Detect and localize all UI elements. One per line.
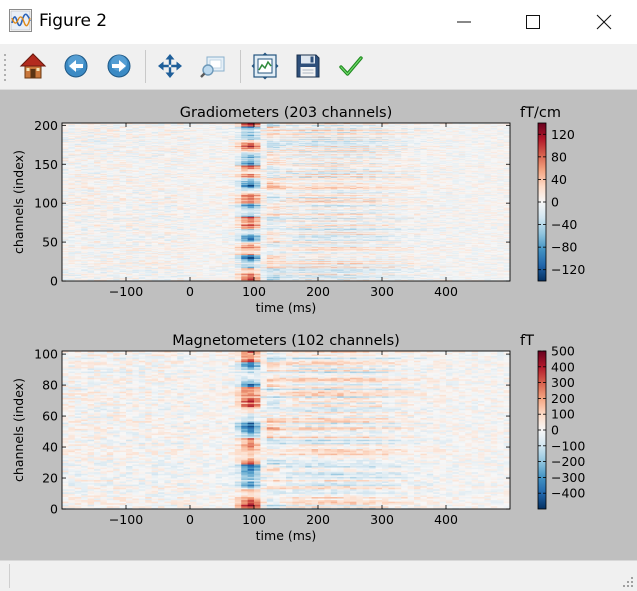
y-tick-label: 40 (42, 440, 58, 455)
edit-button[interactable] (336, 51, 366, 81)
y-axis-label: channels (index) (11, 150, 26, 254)
subplot-title: Magnetometers (102 channels) (172, 333, 400, 349)
colorbar-label: fT (520, 333, 534, 349)
back-button[interactable] (61, 51, 91, 81)
heatmap-image[interactable] (62, 351, 510, 509)
colorbar-label: fT/cm (520, 105, 561, 121)
toolbar-separator (240, 50, 241, 83)
colorbar-tick-label: 400 (551, 359, 575, 374)
close-button[interactable] (581, 0, 627, 44)
x-tick-label: 200 (306, 284, 330, 299)
status-bar (0, 560, 637, 591)
y-tick-label: 50 (42, 235, 58, 250)
x-tick-label: 0 (186, 512, 194, 527)
x-tick-label: −100 (109, 284, 143, 299)
colorbar: fT/cm 120 80 40 0 −40 −80 −120 (520, 105, 585, 281)
x-tick-label: 300 (370, 512, 394, 527)
colorbar-tick-label: −300 (551, 470, 585, 485)
colorbar-tick-label: 80 (551, 149, 567, 164)
y-tick-label: 0 (50, 274, 58, 289)
title-bar[interactable]: Figure 2 (0, 0, 637, 44)
colorbar-tick-label: −80 (551, 240, 577, 255)
toolbar-separator (145, 50, 146, 83)
colorbar-tick-label: 0 (551, 195, 559, 210)
subplots-button[interactable] (250, 51, 280, 81)
pan-button[interactable] (155, 51, 185, 81)
y-tick-label: 150 (34, 157, 58, 172)
x-tick-label: 400 (434, 284, 458, 299)
colorbar-tick-label: −200 (551, 454, 585, 469)
x-tick-label: 100 (242, 284, 266, 299)
maximize-button[interactable] (510, 0, 556, 44)
y-tick-label: 100 (34, 347, 58, 362)
x-tick-label: 400 (434, 512, 458, 527)
y-tick-label: 80 (42, 378, 58, 393)
y-tick-label: 200 (34, 118, 58, 133)
arrow-right-icon (104, 51, 134, 81)
x-tick-label: −100 (109, 512, 143, 527)
x-tick-label: 200 (306, 512, 330, 527)
zoom-button[interactable] (198, 51, 228, 81)
move-arrows-icon (155, 51, 185, 81)
colorbar-tick-label: 500 (551, 344, 575, 359)
colorbar-tick-label: 120 (551, 127, 575, 142)
minimize-button[interactable] (441, 0, 487, 44)
subplots-icon (250, 51, 280, 81)
forward-button[interactable] (104, 51, 134, 81)
checkmark-icon (336, 51, 366, 81)
x-tick-label: 0 (186, 284, 194, 299)
y-tick-label: 0 (50, 502, 58, 517)
minimize-icon (456, 14, 472, 30)
colorbar-tick-label: −400 (551, 486, 585, 501)
colorbar-tick-label: −120 (551, 262, 585, 277)
figure-app-icon (9, 9, 32, 32)
y-tick-label: 60 (42, 409, 58, 424)
resize-grip-icon[interactable] (622, 576, 634, 588)
colorbar-tick-label: 0 (551, 423, 559, 438)
home-button[interactable] (18, 51, 48, 81)
arrow-left-icon (61, 51, 91, 81)
y-tick-label: 100 (34, 196, 58, 211)
floppy-disk-icon (293, 51, 323, 81)
x-axis-label: time (ms) (256, 528, 317, 543)
colorbar-tick-label: −100 (551, 438, 585, 453)
y-tick-label: 20 (42, 471, 58, 486)
x-axis-label: time (ms) (256, 300, 317, 315)
colorbar-tick-label: 40 (551, 172, 567, 187)
home-icon (18, 51, 48, 81)
maximize-icon (525, 14, 541, 30)
colorbar-tick-label: 100 (551, 407, 575, 422)
status-separator (9, 564, 10, 588)
window-title: Figure 2 (39, 11, 107, 31)
save-button[interactable] (293, 51, 323, 81)
subplot-title: Gradiometers (203 channels) (180, 105, 393, 121)
gradiometers-subplot[interactable]: Gradiometers (203 channels) −100 0 100 200 30… (11, 105, 585, 315)
colorbar-tick-label: −40 (551, 217, 577, 232)
zoom-rect-icon (198, 51, 228, 81)
toolbar-grip-icon[interactable] (3, 52, 7, 82)
navigation-toolbar (0, 44, 637, 90)
y-axis-label: channels (index) (11, 378, 26, 482)
colorbar-tick-label: 200 (551, 391, 575, 406)
x-tick-label: 100 (242, 512, 266, 527)
x-tick-label: 300 (370, 284, 394, 299)
close-icon (596, 14, 612, 30)
colorbar-tick-label: 300 (551, 375, 575, 390)
heatmap-image[interactable] (62, 123, 510, 281)
